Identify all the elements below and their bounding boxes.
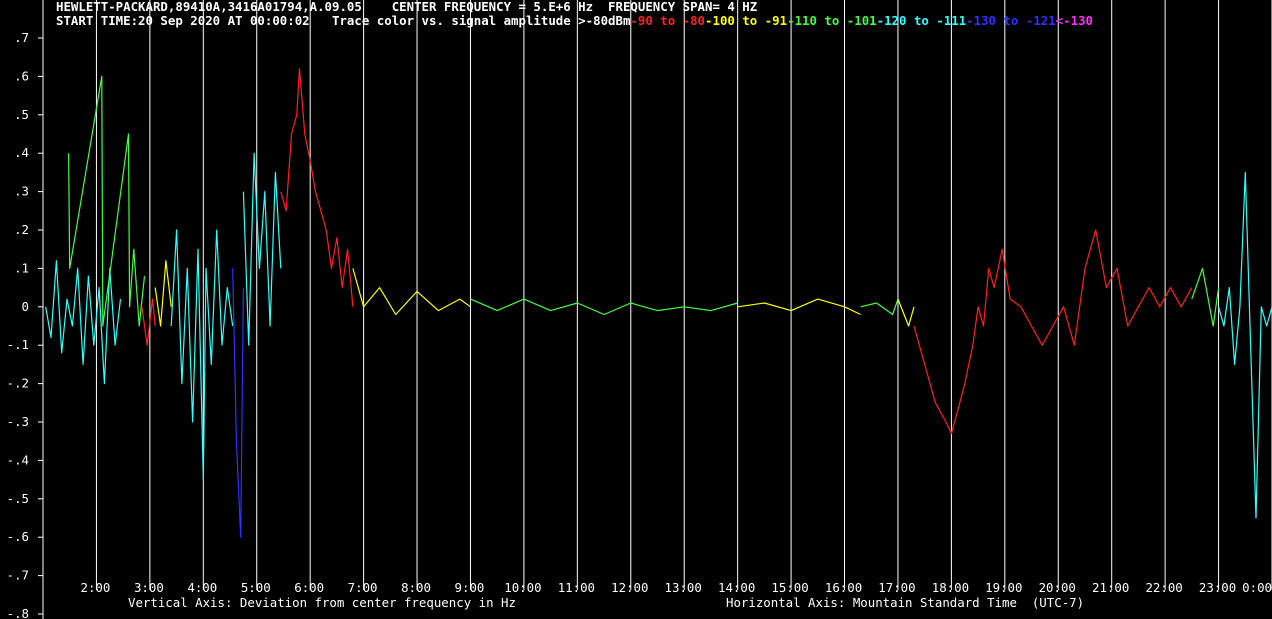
x-tick-label: 2:00 bbox=[81, 580, 111, 595]
y-tick-label: .7 bbox=[14, 30, 29, 45]
y-tick-label: .6 bbox=[14, 68, 29, 83]
traces bbox=[45, 68, 1272, 538]
trace-segment bbox=[1191, 267, 1220, 327]
trace-segment bbox=[860, 298, 899, 316]
y-tick-label: -.3 bbox=[7, 414, 29, 429]
x-tick-label: 19:00 bbox=[985, 580, 1022, 595]
legend-item: -120 bbox=[876, 13, 907, 28]
x-tick-label: 9:00 bbox=[455, 580, 485, 595]
trace-segment bbox=[68, 75, 146, 327]
x-tick-label: 10:00 bbox=[504, 580, 541, 595]
x-axis: 2:00 3:00 4:00 5:00 6:00 7:00 8:00 9:00 10:00 11:… bbox=[81, 580, 1272, 595]
trace-segment bbox=[1218, 171, 1272, 519]
x-tick-label: 12:00 bbox=[611, 580, 648, 595]
y-tick-label: .4 bbox=[14, 145, 29, 160]
x-tick-label: 3:00 bbox=[134, 580, 164, 595]
legend-item: -121 bbox=[1025, 13, 1056, 28]
trace-segment bbox=[352, 268, 471, 316]
amplitude-legend: -90 to -80-100 to -91-110 to -101-120 to… bbox=[630, 13, 1093, 28]
y-tick-label: -.8 bbox=[7, 606, 29, 619]
trace-segment bbox=[913, 229, 1193, 435]
trace-segment bbox=[737, 298, 861, 316]
y-tick-label: .3 bbox=[14, 184, 29, 199]
grid-lines bbox=[95, 0, 1272, 590]
header-start-time: START TIME:20 Sep 2020 AT 00:00:02 Trace… bbox=[56, 13, 631, 28]
trace-segment bbox=[897, 298, 915, 327]
x-tick-label: 17:00 bbox=[878, 580, 915, 595]
trace-segment bbox=[470, 298, 738, 316]
y-tick-label: -.4 bbox=[7, 452, 29, 467]
x-tick-label: 20:00 bbox=[1039, 580, 1076, 595]
trace-segment bbox=[45, 260, 122, 385]
trace-segment bbox=[280, 68, 354, 307]
legend-item: -90 bbox=[630, 13, 653, 28]
x-tick-label: 13:00 bbox=[665, 580, 702, 595]
legend-item: to bbox=[996, 13, 1026, 28]
x-tick-label: 0:00 bbox=[1242, 580, 1272, 595]
legend-item: -91 bbox=[764, 13, 788, 28]
x-tick-label: 14:00 bbox=[718, 580, 755, 595]
y-tick-label: .5 bbox=[14, 107, 29, 122]
y-axis: .7 .6 .5 .4 .3 .2 .1 0 -.1 -.2 -.3 -.4 -.5 -.6 -.7 -.8 bbox=[7, 0, 44, 619]
y-tick-label: -.1 bbox=[7, 337, 29, 352]
trace-segment bbox=[141, 298, 156, 346]
y-tick-label: -.7 bbox=[7, 568, 29, 583]
x-tick-label: 16:00 bbox=[825, 580, 862, 595]
x-tick-label: 11:00 bbox=[558, 580, 595, 595]
trace-segment bbox=[154, 260, 172, 327]
legend-item: -80 bbox=[682, 13, 706, 28]
trace-segment bbox=[232, 268, 244, 538]
header-line-2: START TIME:20 Sep 2020 AT 00:00:02 Trace… bbox=[56, 14, 1093, 28]
x-tick-label: 7:00 bbox=[348, 580, 378, 595]
legend-item: -101 bbox=[846, 13, 877, 28]
horizontal-axis-caption: Horizontal Axis: Mountain Standard Time … bbox=[726, 595, 1085, 610]
vertical-axis-caption: Vertical Axis: Deviation from center fre… bbox=[128, 595, 516, 610]
legend-item: to bbox=[652, 13, 683, 28]
trace-segment bbox=[170, 229, 234, 481]
legend-item: <-130 bbox=[1055, 13, 1094, 28]
x-tick-label: 23:00 bbox=[1199, 580, 1236, 595]
legend-item: -110 bbox=[787, 13, 817, 28]
legend-item: -111 bbox=[936, 13, 967, 28]
legend-item: to bbox=[816, 13, 847, 28]
y-tick-label: .1 bbox=[14, 260, 29, 275]
trace-segment bbox=[242, 152, 282, 346]
legend-item: -100 bbox=[705, 13, 735, 28]
x-tick-label: 18:00 bbox=[932, 580, 969, 595]
y-tick-label: -.6 bbox=[7, 529, 29, 544]
header-line-1: HEWLETT-PACKARD,89410A,3416A01794,A.09.0… bbox=[56, 0, 758, 14]
legend-item: -130 bbox=[966, 13, 997, 28]
x-tick-label: 22:00 bbox=[1145, 580, 1182, 595]
legend-item: to bbox=[734, 13, 765, 28]
y-tick-label: .2 bbox=[14, 222, 29, 237]
x-tick-label: 4:00 bbox=[187, 580, 217, 595]
y-tick-label: -.2 bbox=[7, 376, 29, 391]
x-tick-label: 5:00 bbox=[241, 580, 271, 595]
y-tick-label: -.5 bbox=[7, 491, 29, 506]
legend-item: to bbox=[906, 13, 937, 28]
x-tick-label: 21:00 bbox=[1092, 580, 1129, 595]
x-tick-label: 15:00 bbox=[771, 580, 808, 595]
x-tick-label: 8:00 bbox=[401, 580, 431, 595]
y-tick-label: 0 bbox=[22, 299, 29, 314]
x-tick-label: 6:00 bbox=[294, 580, 324, 595]
